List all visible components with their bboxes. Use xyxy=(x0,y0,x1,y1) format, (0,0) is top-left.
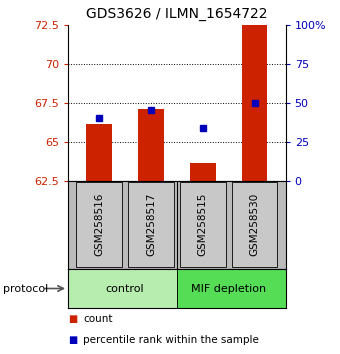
Bar xyxy=(76,182,122,267)
Bar xyxy=(177,269,286,308)
Bar xyxy=(241,25,268,181)
Bar xyxy=(86,125,112,181)
Text: ■: ■ xyxy=(68,335,77,345)
Bar xyxy=(190,164,216,181)
Text: percentile rank within the sample: percentile rank within the sample xyxy=(83,335,259,345)
Bar xyxy=(232,182,277,267)
Text: GSM258517: GSM258517 xyxy=(146,193,156,257)
Title: GDS3626 / ILMN_1654722: GDS3626 / ILMN_1654722 xyxy=(86,7,268,21)
Text: ■: ■ xyxy=(68,314,77,324)
Text: GSM258530: GSM258530 xyxy=(250,193,259,256)
Text: GSM258515: GSM258515 xyxy=(198,193,208,257)
Text: protocol: protocol xyxy=(3,284,49,293)
Bar xyxy=(138,109,164,181)
Text: count: count xyxy=(83,314,113,324)
Bar xyxy=(128,182,174,267)
Text: MIF depletion: MIF depletion xyxy=(191,284,266,293)
Bar xyxy=(180,182,225,267)
Bar xyxy=(68,269,177,308)
Text: control: control xyxy=(106,284,144,293)
Text: GSM258516: GSM258516 xyxy=(94,193,104,257)
